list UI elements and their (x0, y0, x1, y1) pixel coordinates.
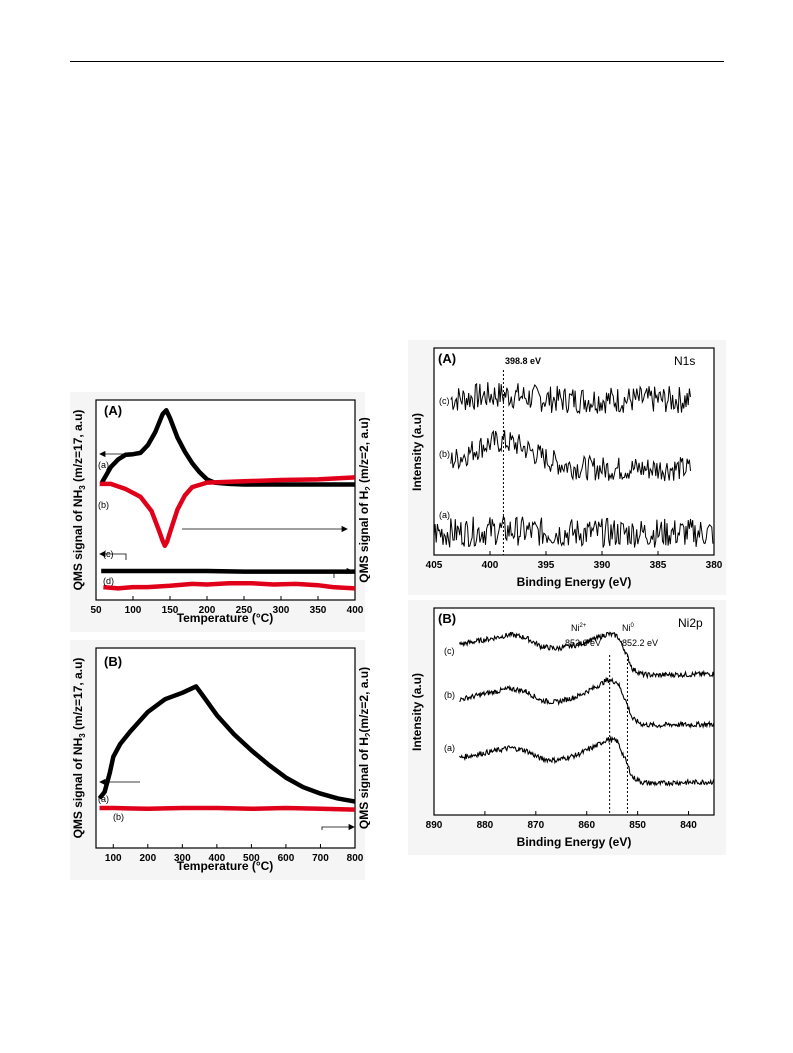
series-line-b (99, 475, 356, 549)
chart-title: Ni2p (678, 616, 703, 630)
ni2-label: Ni2+ (571, 623, 587, 633)
x-tick-label: 840 (680, 820, 697, 831)
series-label-b: (b) (98, 500, 109, 510)
series-label-b: (b) (439, 449, 450, 459)
x-tick-label: 100 (125, 605, 142, 616)
x-tick-label: 50 (90, 605, 102, 616)
series-label-b: (b) (113, 812, 124, 822)
plot-frame (433, 607, 715, 816)
y-axis-label: Intensity (a.u) (410, 413, 424, 491)
series-label-c: (c) (444, 646, 455, 656)
x-tick-label: 880 (477, 820, 494, 831)
axis-arrows (99, 778, 355, 831)
x-ticks: 890 880 870 860 850 840 (426, 811, 697, 831)
x-tick-label: 800 (347, 853, 364, 864)
series-line-c (450, 382, 691, 415)
y-axis-label: Intensity (a.u) (410, 673, 424, 751)
plot-frame (433, 347, 715, 556)
x-ticks: 405 400 395 390 385 380 (426, 551, 723, 571)
ni0-label: Ni0 (622, 623, 635, 633)
series-label-a: (a) (98, 460, 109, 470)
series-line-a (99, 408, 355, 487)
x-tick-label: 850 (629, 820, 646, 831)
series-label-c: (c) (439, 396, 450, 406)
tpd-a-series (99, 408, 356, 591)
ni2p-series (458, 631, 715, 787)
x-axis-label: Temperature (°C) (177, 859, 274, 873)
ni0-value: 852.2 eV (622, 638, 658, 648)
x-tick-label: 300 (273, 605, 290, 616)
tpd-b-series (97, 684, 356, 812)
x-tick-label: 890 (426, 820, 443, 831)
x-tick-label: 400 (482, 560, 499, 571)
series-line-b (450, 429, 691, 482)
xps-ni2p-chart: 890 880 870 860 850 840 (B) Ni2p Ni2+ 852.6 e… (410, 607, 715, 849)
x-tick-label: 200 (199, 605, 216, 616)
x-tick-label: 870 (527, 820, 544, 831)
x-axis-label: Binding Energy (eV) (517, 835, 632, 849)
x-tick-label: 600 (278, 853, 295, 864)
x-axis-label: Binding Energy (eV) (517, 575, 632, 589)
series-label-d: (d) (103, 576, 114, 586)
x-tick-label: 405 (426, 560, 443, 571)
x-tick-label: 700 (312, 853, 329, 864)
n1s-series (433, 382, 714, 548)
x-axis-label: Temperature (°C) (177, 611, 274, 625)
x-ticks: 50 100 150 200 250 300 350 400 (90, 596, 364, 616)
series-line-b (459, 676, 715, 729)
ni2-value: 852.6 eV (565, 638, 601, 648)
x-tick-label: 200 (139, 853, 156, 864)
series-label-a: (a) (444, 743, 455, 753)
series-line-a (459, 735, 715, 787)
series-label-b: (b) (444, 690, 455, 700)
series-line-c (458, 631, 715, 680)
x-tick-label: 385 (650, 560, 667, 571)
peak-annotation: 398.8 eV (505, 356, 541, 366)
x-tick-label: 100 (105, 853, 122, 864)
panel-label: (A) (438, 351, 456, 366)
x-tick-label: 860 (578, 820, 595, 831)
y-axis-right-label: QMS signal of H2(m/z=2, a.u) (357, 667, 370, 829)
x-tick-label: 500 (243, 853, 260, 864)
plot-frame (95, 399, 356, 601)
x-tick-label: 380 (706, 560, 723, 571)
x-tick-label: 300 (174, 853, 191, 864)
tpd-chart-a: 50 100 150 200 250 300 350 400 (A) (a) (b) (c) … (71, 399, 370, 625)
series-line-a (97, 684, 356, 804)
x-tick-label: 395 (538, 560, 555, 571)
plot-frame (95, 647, 356, 849)
x-tick-label: 390 (594, 560, 611, 571)
x-ticks: 100 200 300 400 500 600 700 800 (105, 844, 364, 864)
series-line-c (101, 568, 355, 574)
panel-label: (B) (104, 654, 122, 669)
series-line-a (433, 515, 714, 548)
x-tick-label: 350 (310, 605, 327, 616)
chart-title: N1s (674, 354, 695, 368)
series-label-a: (a) (98, 794, 109, 804)
panel-label: (A) (104, 403, 122, 418)
axis-arrows (99, 450, 353, 578)
y-axis-right-label: QMS signal of H2 (m/z=2, a.u) (357, 417, 370, 583)
series-line-b (99, 805, 356, 812)
x-tick-label: 400 (347, 605, 364, 616)
panel-label: (B) (438, 611, 456, 626)
x-tick-label: 150 (162, 605, 179, 616)
tpd-chart-b: 100 200 300 400 500 600 700 800 (B) (a) (b) Tem… (71, 647, 370, 873)
x-tick-label: 400 (209, 853, 226, 864)
series-line-d (103, 580, 356, 591)
header-rule (70, 61, 724, 62)
y-axis-left-label: QMS signal of NH3 (m/z=17, a.u) (71, 658, 87, 839)
xps-n1s-chart: 405 400 395 390 385 380 (A) N1s 398.8 eV (c) … (410, 347, 723, 589)
y-axis-left-label: QMS signal of NH3 (m/z=17, a.u) (71, 410, 87, 591)
x-tick-label: 250 (236, 605, 253, 616)
series-label-a: (a) (439, 510, 450, 520)
